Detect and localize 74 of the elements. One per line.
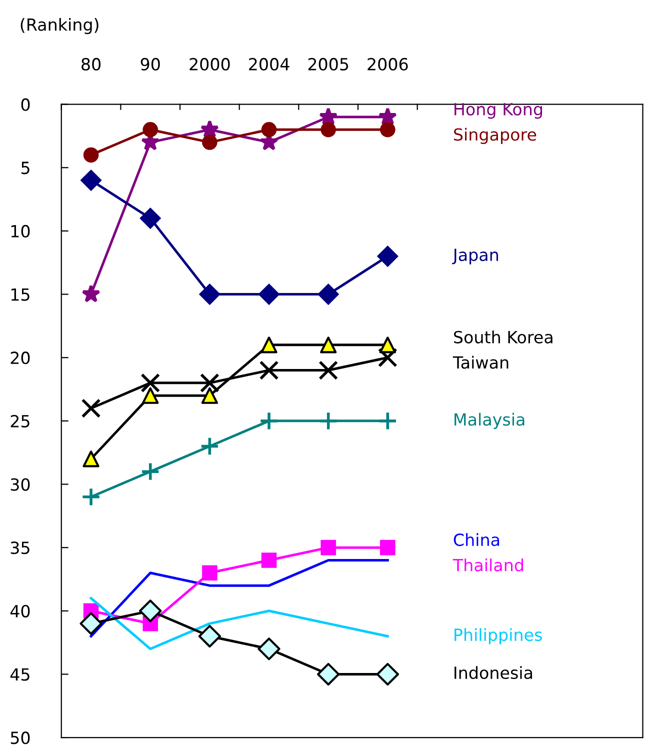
text: China — [454, 533, 500, 546]
y-tick-label: 15 — [11, 288, 30, 301]
y-tick-label: 40 — [10, 604, 30, 618]
point — [379, 336, 396, 354]
point — [320, 336, 337, 354]
text: Hong Kong — [454, 103, 542, 119]
text: Malaysia — [454, 412, 524, 429]
y-tick-label: 5 — [21, 162, 30, 174]
point — [139, 600, 162, 622]
y-tick-label: 35 — [10, 542, 30, 554]
x-tick-label: 2005 — [308, 58, 348, 71]
point — [140, 208, 161, 229]
point — [200, 373, 220, 393]
point — [259, 411, 279, 431]
y-axis-title: (Ranking) — [20, 18, 98, 34]
text: Taiwan — [452, 356, 508, 369]
point — [140, 373, 160, 393]
y-tick-label: 0 — [21, 98, 30, 111]
point — [142, 122, 158, 138]
point — [376, 662, 400, 686]
x-tick-label: 2004 — [249, 58, 290, 71]
point — [82, 284, 100, 302]
point — [82, 450, 100, 468]
text: Japan — [452, 248, 498, 264]
y-tick-label: 30 — [10, 478, 30, 491]
point — [81, 398, 101, 418]
point — [320, 122, 336, 138]
x-tick-label: 2006 — [368, 58, 408, 71]
point — [318, 360, 338, 380]
y-tick-label: 25 — [10, 414, 30, 428]
line-series — [90, 558, 389, 638]
point — [199, 284, 220, 305]
point — [198, 624, 222, 648]
point — [377, 246, 398, 267]
point — [378, 348, 398, 368]
point — [380, 540, 396, 556]
point — [200, 120, 219, 138]
text: Philippines — [454, 628, 542, 644]
text: Thailand — [452, 558, 523, 572]
point — [83, 147, 99, 163]
point — [200, 436, 220, 456]
point — [378, 107, 397, 126]
point — [260, 336, 278, 354]
y-tick-label: 50 — [10, 732, 30, 744]
y-tick-label: 45 — [10, 668, 30, 681]
x-tick-label: 80 — [82, 58, 101, 71]
point — [318, 411, 338, 431]
x-tick-label: 90 — [140, 58, 160, 71]
line-series — [90, 596, 389, 650]
y-tick-label: 20 — [10, 352, 30, 364]
point — [318, 284, 339, 305]
point — [202, 565, 218, 581]
point — [258, 638, 280, 660]
point — [81, 487, 101, 507]
point — [319, 107, 338, 126]
text: Indonesia — [454, 666, 532, 680]
point — [261, 122, 277, 138]
x-tick-label: 2000 — [190, 58, 230, 71]
point — [316, 662, 340, 686]
point — [378, 411, 398, 431]
point — [80, 612, 102, 635]
text: South Korea — [454, 330, 552, 344]
y-tick-label: 10 — [11, 224, 30, 238]
text: Singapore — [454, 128, 536, 144]
point — [80, 170, 102, 191]
point — [142, 387, 159, 404]
point — [201, 387, 218, 404]
point — [258, 284, 280, 305]
point — [380, 122, 396, 138]
point — [320, 540, 336, 556]
point — [140, 462, 160, 482]
point — [261, 552, 277, 568]
point — [202, 134, 218, 150]
point — [259, 360, 279, 380]
